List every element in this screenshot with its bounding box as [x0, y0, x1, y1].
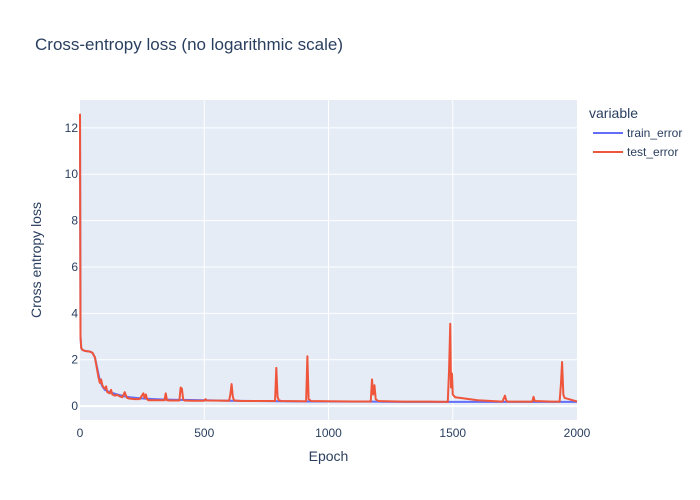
gridlines — [80, 100, 577, 420]
y-tick-label: 8 — [71, 214, 78, 228]
legend-title: variable — [589, 105, 638, 121]
x-tick-label: 500 — [194, 426, 214, 440]
legend[interactable]: variable train_error test_error — [589, 105, 682, 159]
y-axis-title: Cross entropy loss — [28, 202, 44, 318]
y-tick-label: 12 — [65, 121, 79, 135]
legend-item-test-error[interactable]: test_error — [593, 145, 678, 159]
y-tick-label: 6 — [71, 260, 78, 274]
y-axis-ticks: 0 2 4 6 8 10 12 — [65, 121, 79, 413]
y-tick-label: 4 — [71, 306, 78, 320]
y-tick-label: 2 — [71, 353, 78, 367]
x-tick-label: 1500 — [439, 426, 466, 440]
y-tick-label: 0 — [71, 399, 78, 413]
x-tick-label: 1000 — [315, 426, 342, 440]
series-layer — [79, 113, 578, 403]
legend-item-train-error[interactable]: train_error — [593, 126, 682, 140]
legend-label-train-error: train_error — [627, 126, 682, 140]
chart-title: Cross-entropy loss (no logarithmic scale… — [35, 35, 343, 54]
x-axis-ticks: 0 500 1000 1500 2000 — [77, 426, 591, 440]
x-tick-label: 2000 — [564, 426, 591, 440]
series-line-test-error[interactable] — [79, 113, 578, 403]
y-tick-label: 10 — [65, 167, 79, 181]
x-axis-title: Epoch — [309, 448, 349, 464]
legend-label-test-error: test_error — [627, 145, 678, 159]
x-tick-label: 0 — [77, 426, 84, 440]
